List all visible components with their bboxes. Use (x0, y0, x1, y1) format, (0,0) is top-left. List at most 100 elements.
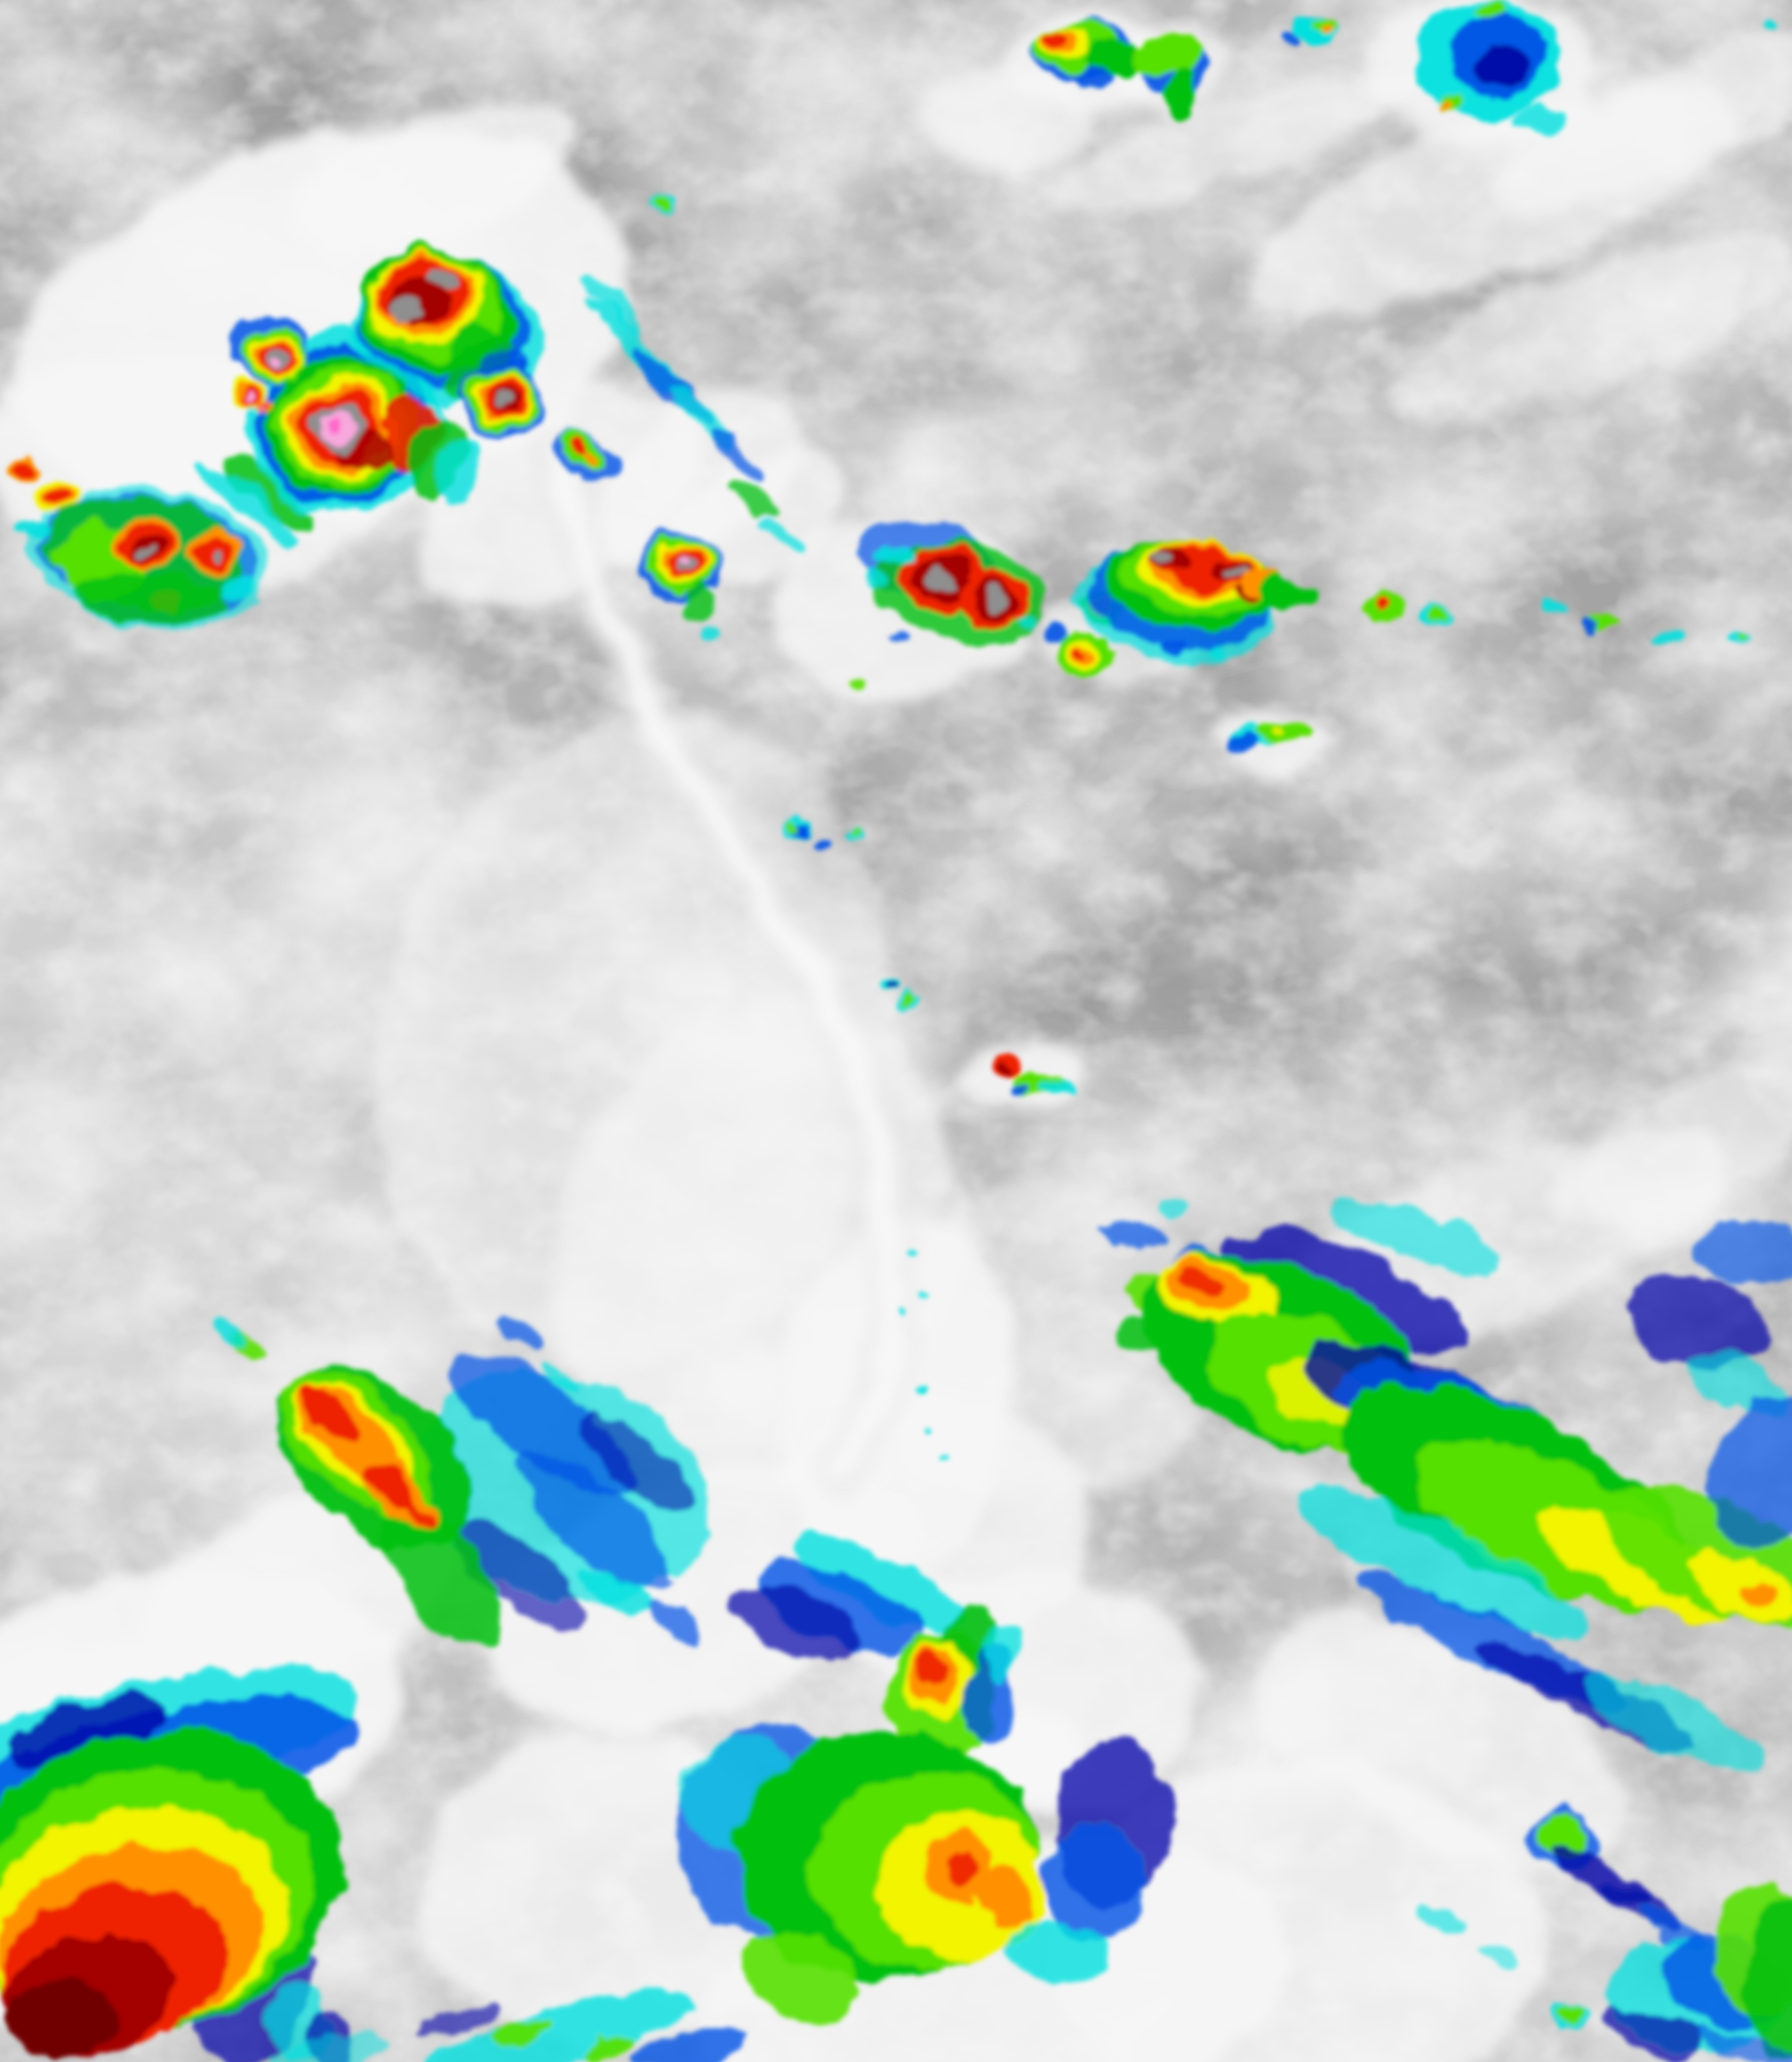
cloud-blob-yellow (1270, 726, 1286, 736)
andes-band-core (546, 436, 906, 1486)
cloud-blob-green (730, 484, 784, 522)
cloud-blob-navy (453, 1516, 582, 1630)
cloud-blob-white (1554, 1061, 1792, 1229)
cloud-blob-cyan (983, 1625, 1018, 1681)
cloud-blob-cyan (789, 1535, 963, 1631)
cloud-blob-cyan (764, 523, 809, 553)
cloud-blob-navy (1475, 43, 1535, 87)
cloud-blob-green (683, 587, 711, 627)
cloud-blob-blue (1045, 1822, 1145, 1942)
cloud-blob-red (1182, 1271, 1218, 1293)
cloud-blob-cyan (1298, 1489, 1589, 1638)
cloud-blob-navy (1629, 1276, 1766, 1372)
cloud-blob-cyan (880, 549, 912, 567)
cloud-blob-darkred (990, 1061, 1006, 1073)
cloud-blob-cyan (1657, 629, 1688, 645)
cloud-blob-cyan (1328, 1196, 1499, 1273)
cloud-blob-cyan (1155, 1200, 1195, 1220)
cloud-blob-cyan (1539, 599, 1567, 615)
cloud-blob-blue (1010, 1080, 1030, 1090)
cloud-blob-cyan (581, 1568, 653, 1618)
cloud-blob-pink (241, 393, 249, 399)
cloud-blob-gray (1226, 566, 1243, 577)
cloud-blob-orange (1319, 24, 1335, 36)
cloud-blob-green2 (1430, 607, 1452, 621)
cloud-blob-green2 (1562, 2003, 1588, 2023)
cloud-blob-cyan (209, 1315, 239, 1343)
cloud-blob-cyan (1205, 646, 1225, 658)
cloud-blob-orange (1435, 103, 1449, 113)
cloud-blob-blue (1045, 630, 1065, 644)
cloud-blob-navy (725, 1586, 858, 1660)
cloud-blob-orange (984, 1867, 1031, 1927)
cloud-blob-green2 (904, 993, 914, 1001)
cloud-blob-cyan (1478, 1946, 1518, 1967)
cloud-blob-red (402, 1497, 434, 1529)
cloud-blob-blue (757, 1561, 926, 1655)
cloud-blob-blue (650, 1604, 704, 1642)
cloud-blob-cyan (200, 464, 298, 542)
cloud-blob-red (364, 1462, 412, 1505)
cloud-blob-green (1166, 73, 1194, 116)
cloud-blob-white (1044, 67, 1425, 212)
cloud-blob-blue (1583, 619, 1603, 631)
cloud-blob-maroon (5, 1980, 114, 2062)
cloud-blob-pink (258, 405, 264, 411)
cloud-blob-red (10, 465, 30, 481)
cloud-blob-blue (491, 1316, 545, 1352)
cloud-blob-cyan (699, 630, 719, 644)
cloud-blob-navy (420, 2003, 496, 2039)
cloud-blob-red (1368, 597, 1384, 609)
cloud-blob-blue (1692, 1219, 1792, 1290)
cloud-blob-blue (1693, 2031, 1792, 2062)
cloud-blob-white (286, 103, 570, 256)
cloud-blob-cyan (1006, 1921, 1105, 1982)
cloud-blob-green2 (1539, 1815, 1591, 1859)
cloud-blob-green (1254, 575, 1314, 609)
cloud-blob-cyan (583, 275, 641, 333)
cloud-blob-blue (627, 2030, 747, 2062)
cloud-blob-gray (1157, 552, 1173, 564)
cloud-blob-pink (676, 558, 686, 566)
cloud-blob-gray (390, 296, 422, 322)
cloud-blob-white (1490, 24, 1792, 215)
cloud-blob-cyan (1022, 616, 1038, 628)
cloud-blob-cyan (1759, 20, 1775, 30)
cloud-blob-green2 (1734, 627, 1746, 635)
cloud-blob-cyan (869, 575, 893, 589)
cloud-blob-green2 (743, 1934, 860, 2019)
cloud-blob-red (565, 442, 585, 458)
cloud-blob-cyan (1518, 108, 1558, 131)
cloud-blob-blue (1232, 737, 1260, 753)
cloud-blob-cyan (895, 1308, 905, 1316)
cloud-blob-cyan (439, 434, 481, 502)
cloud-blob-red (1074, 648, 1088, 658)
cloud-blob-blue (811, 834, 831, 848)
cloud-blob-red (42, 483, 68, 505)
cloud-blob-green (70, 573, 229, 622)
cloud-blob-cyan (221, 579, 257, 599)
cloud-blob-green2 (789, 820, 799, 828)
cloud-blob-red (950, 1848, 978, 1880)
cloud-blob-gray (492, 393, 510, 407)
cloud-blob-white (866, 1185, 1225, 1503)
cloud-blob-navy (1605, 2005, 1700, 2057)
cloud-blob-cyan (269, 2032, 388, 2062)
cloud-blob-gray (980, 584, 1011, 610)
cloud-blob-cyan (922, 1291, 930, 1297)
cloud-blob-orange (1743, 1581, 1781, 1605)
cloud-blob-green2 (1137, 33, 1197, 77)
cloud-blob-blue (518, 1454, 677, 1593)
cloud-blob-cyan (1581, 1675, 1764, 1770)
cloud-blob-white (0, 697, 946, 1593)
cloud-blob-navy (1223, 1228, 1465, 1351)
cloud-blob-cyan (1037, 1078, 1073, 1096)
cloud-blob-blue (450, 1352, 635, 1495)
cloud-blob-blue (1710, 1395, 1792, 1552)
cloud-blob-navy (880, 985, 892, 993)
cloud-blob-white (916, 70, 1095, 169)
cloud-blob-cyan (902, 1249, 914, 1257)
